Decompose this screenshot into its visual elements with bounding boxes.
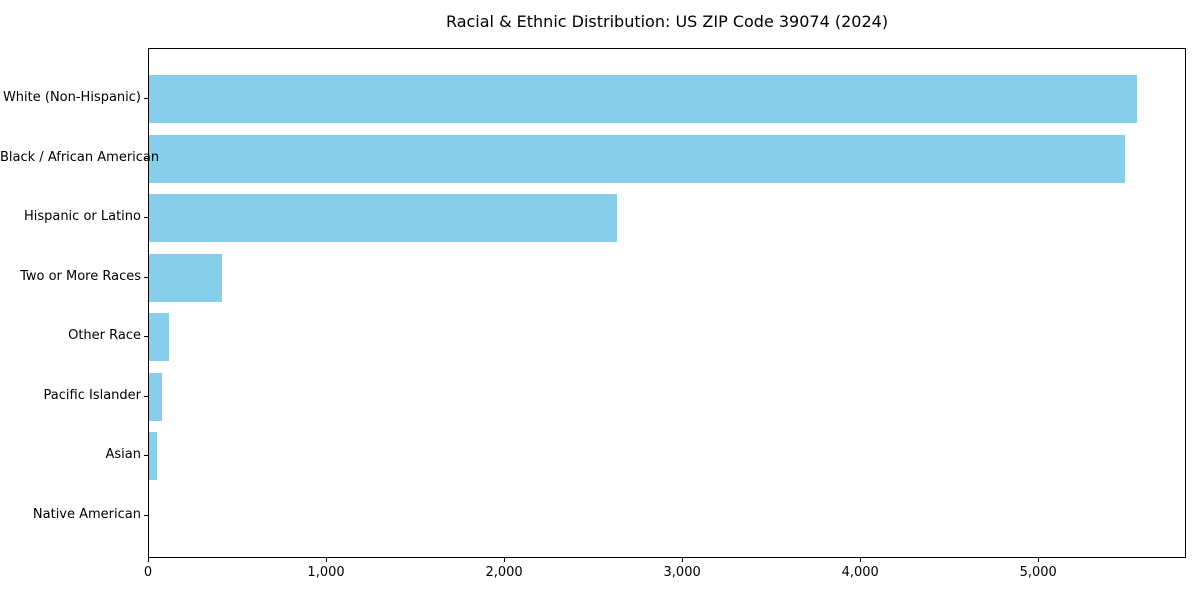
- y-tick: [144, 336, 148, 337]
- plot-area: [148, 48, 1186, 558]
- y-tick: [144, 157, 148, 159]
- y-tick-label-asian: Asian: [105, 447, 141, 462]
- bar-other-race: [149, 313, 169, 361]
- y-tick-label-pacific-islander: Pacific Islander: [43, 387, 141, 403]
- y-tick-label-two-or-more-races: Two or More Races: [20, 268, 141, 284]
- y-tick-label-hispanic-or-latino: Hispanic or Latino: [23, 209, 141, 224]
- y-tick-label-other-race: Other Race: [68, 328, 141, 343]
- x-tick-label-4000: 4,000: [841, 565, 879, 580]
- y-tick: [144, 98, 148, 99]
- chart-title: Racial & Ethnic Distribution: US ZIP Cod…: [445, 12, 889, 31]
- x-tick-label-2000: 2,000: [485, 565, 523, 580]
- x-tick: [148, 558, 149, 562]
- x-tick-label-5000: 5,000: [1019, 565, 1057, 580]
- x-tick-label-0: 0: [143, 565, 153, 580]
- bar-pacific-islander: [149, 372, 163, 421]
- x-tick-label-1000: 1,000: [307, 565, 345, 580]
- y-tick: [144, 276, 148, 278]
- bar-white-non-hispanic: [149, 75, 1138, 123]
- y-tick: [144, 217, 148, 218]
- x-tick-label-3000: 3,000: [663, 565, 701, 580]
- bar-hispanic-or-latino: [149, 194, 618, 242]
- x-tick: [326, 558, 328, 562]
- bar-asian: [149, 432, 157, 480]
- x-tick: [1038, 558, 1040, 562]
- bar-black-african-american: [149, 134, 1125, 183]
- y-tick: [144, 395, 148, 397]
- y-tick-label-white-non-hispanic: White (Non-Hispanic): [2, 90, 141, 105]
- x-tick: [682, 558, 684, 562]
- x-tick: [504, 558, 506, 562]
- y-tick: [144, 455, 148, 456]
- bar-two-or-more-races: [149, 253, 222, 302]
- x-tick: [860, 558, 862, 562]
- y-tick-label-native-american: Native American: [32, 506, 141, 522]
- y-tick: [144, 514, 148, 516]
- y-tick-label-black-african-american: Black / African American: [0, 149, 160, 165]
